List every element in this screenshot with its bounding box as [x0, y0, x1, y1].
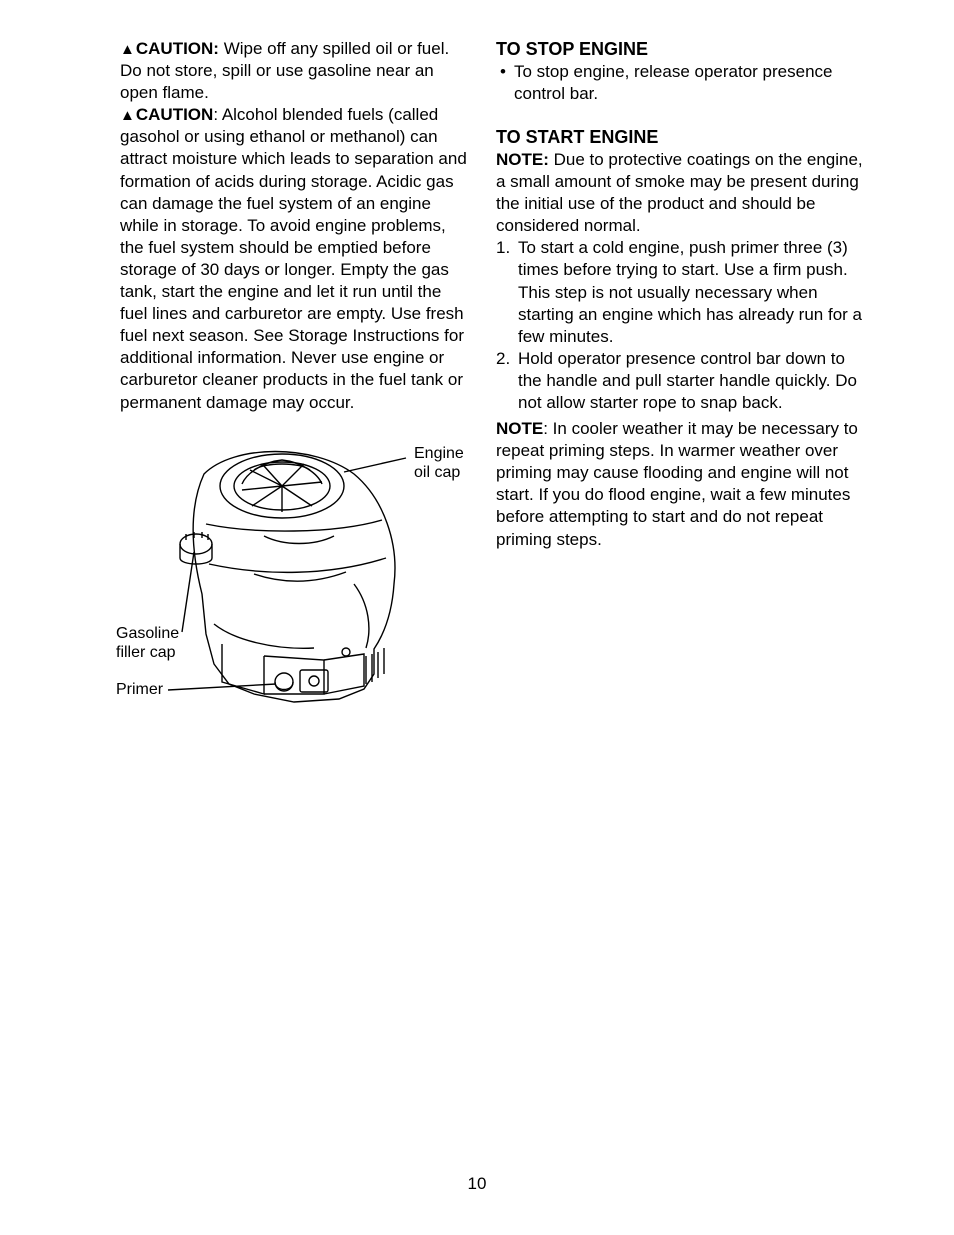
- caution-2-text: : Alcohol blended fuels (called gasohol …: [120, 105, 467, 411]
- stop-engine-list: To stop engine, release operator presenc…: [496, 61, 866, 105]
- warning-icon: ▲: [120, 106, 135, 126]
- caution-2-label: CAUTION: [136, 105, 213, 124]
- start-step: Hold operator presence control bar down …: [496, 348, 866, 414]
- start-engine-steps: To start a cold engine, push primer thre…: [496, 237, 866, 414]
- left-column: ▲CAUTION: Wipe off any spilled oil or fu…: [120, 38, 468, 724]
- page-number: 10: [0, 1173, 954, 1195]
- weather-note: NOTE: In cooler weather it may be necess…: [496, 418, 866, 551]
- stop-engine-heading: TO STOP ENGINE: [496, 38, 866, 61]
- figure-label-primer: Primer: [116, 680, 176, 699]
- start-engine-heading: TO START ENGINE: [496, 126, 866, 149]
- engine-figure: Engine oil cap Gasoline filler cap Prime…: [120, 434, 468, 724]
- stop-engine-item: To stop engine, release operator presenc…: [496, 61, 866, 105]
- caution-1: ▲CAUTION: Wipe off any spilled oil or fu…: [120, 38, 468, 104]
- caution-2: ▲CAUTION: Alcohol blended fuels (called …: [120, 104, 468, 413]
- start-step: To start a cold engine, push primer thre…: [496, 237, 866, 347]
- figure-label-gasoline-filler-cap: Gasoline filler cap: [116, 624, 186, 662]
- start-note-label: NOTE:: [496, 150, 549, 169]
- start-note-text: Due to protective coatings on the engine…: [496, 150, 863, 235]
- right-column: TO STOP ENGINE To stop engine, release o…: [496, 38, 866, 724]
- weather-note-text: : In cooler weather it may be necessary …: [496, 419, 858, 548]
- caution-1-label: CAUTION:: [136, 39, 219, 58]
- weather-note-label: NOTE: [496, 419, 543, 438]
- content-columns: ▲CAUTION: Wipe off any spilled oil or fu…: [120, 38, 894, 724]
- start-engine-note: NOTE: Due to protective coatings on the …: [496, 149, 866, 237]
- warning-icon: ▲: [120, 40, 135, 60]
- figure-label-engine-oil-cap: Engine oil cap: [414, 444, 470, 482]
